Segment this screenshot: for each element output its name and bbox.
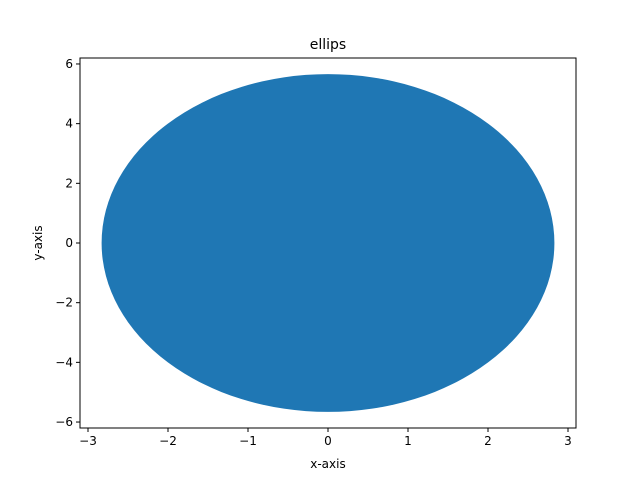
x-tick-label: −3: [79, 434, 97, 448]
y-tick-label: −6: [55, 415, 73, 429]
x-axis-ticks: −3 −2 −1 0 1 2 3: [79, 428, 572, 448]
ellipse-fill: [101, 74, 555, 412]
y-tick-label: 4: [65, 117, 73, 131]
x-tick-label: 2: [484, 434, 492, 448]
ellipse-layer: [101, 74, 555, 412]
y-tick-label: −2: [55, 296, 73, 310]
y-tick-label: 0: [65, 236, 73, 250]
chart-title: ellips: [310, 37, 346, 53]
x-tick-label: −1: [239, 434, 257, 448]
y-axis-label: y-axis: [31, 225, 45, 260]
x-tick-label: 3: [564, 434, 572, 448]
x-tick-label: 1: [404, 434, 412, 448]
x-tick-label: 0: [324, 434, 332, 448]
x-tick-label: −2: [159, 434, 177, 448]
plot-frame: [79, 57, 577, 429]
y-tick-label: 6: [65, 57, 73, 71]
x-axis-label: x-axis: [310, 457, 345, 471]
y-tick-label: −4: [55, 355, 73, 369]
y-tick-label: 2: [65, 176, 73, 190]
y-axis-ticks: −6 −4 −2 0 2 4 6: [55, 57, 80, 429]
